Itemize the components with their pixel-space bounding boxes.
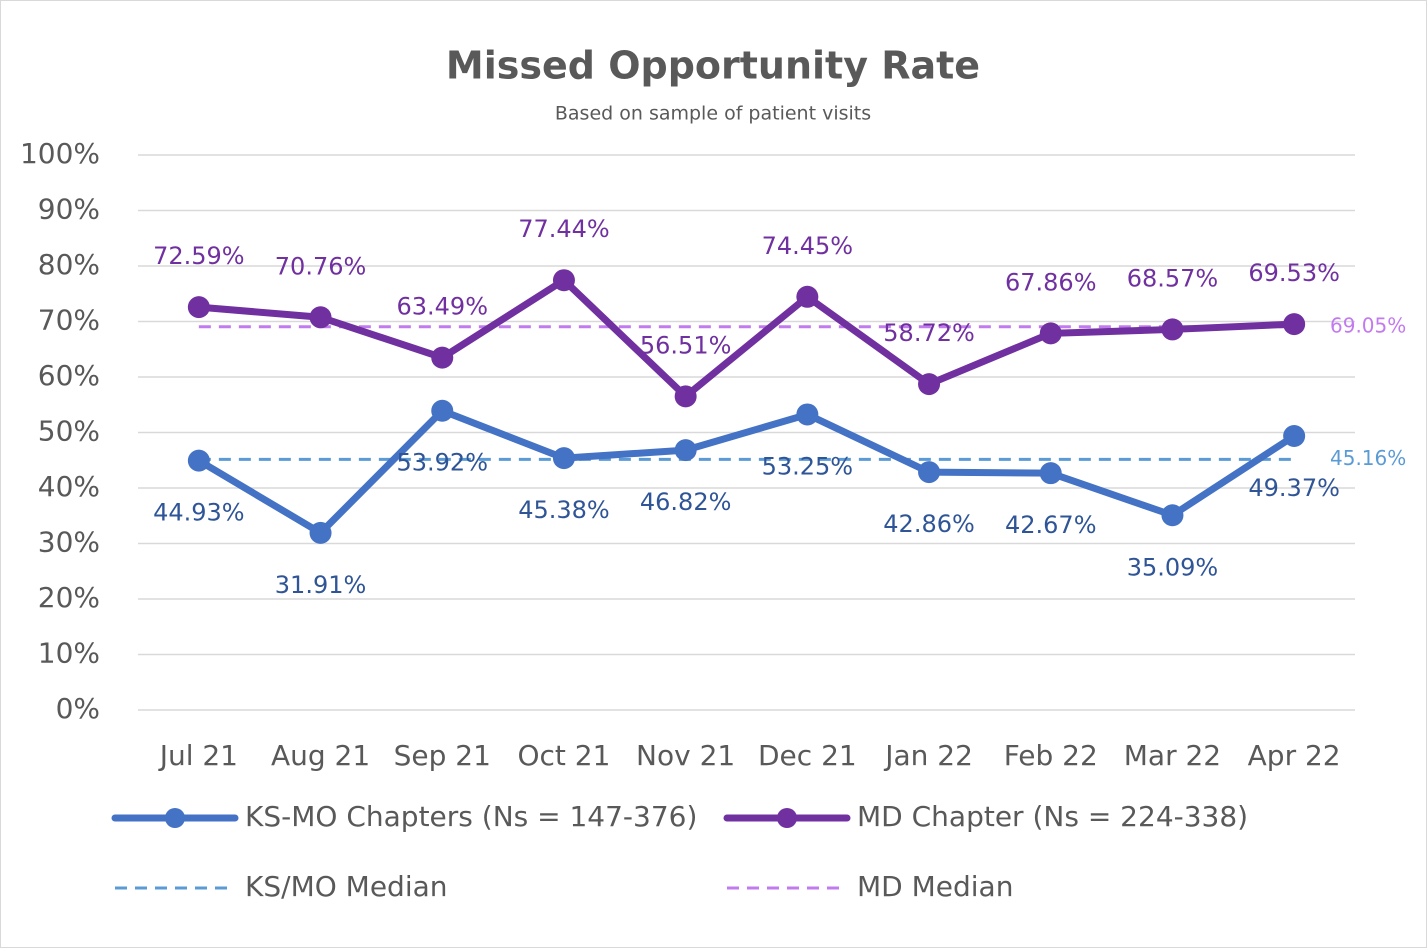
data-label: 53.25% — [762, 452, 854, 480]
y-tick-label: 10% — [38, 637, 100, 670]
data-point — [431, 399, 454, 422]
x-tick-label: Jul 21 — [158, 739, 238, 772]
legend-label: MD Median — [857, 870, 1013, 903]
y-tick-label: 80% — [38, 248, 100, 281]
data-label: 77.44% — [518, 215, 610, 243]
data-point — [674, 439, 697, 462]
data-point — [309, 306, 332, 329]
data-label: 46.82% — [640, 488, 732, 516]
data-label: 58.72% — [883, 319, 975, 347]
data-label: 53.92% — [396, 449, 488, 477]
legend-marker — [165, 808, 185, 828]
data-point — [1161, 504, 1184, 527]
chart-title: Missed Opportunity Rate — [446, 44, 980, 88]
x-tick-label: Oct 21 — [517, 739, 610, 772]
y-tick-label: 20% — [38, 581, 100, 614]
x-tick-label: Jan 22 — [883, 739, 973, 772]
data-label: 74.45% — [762, 232, 854, 260]
y-tick-label: 0% — [56, 692, 100, 725]
data-label: 67.86% — [1005, 268, 1097, 296]
data-label: 42.86% — [883, 510, 975, 538]
x-tick-label: Nov 21 — [636, 739, 735, 772]
data-label: 63.49% — [396, 293, 488, 321]
legend-label: MD Chapter (Ns = 224-338) — [857, 800, 1248, 833]
data-point — [431, 346, 454, 369]
data-point — [1283, 424, 1306, 447]
x-tick-label: Mar 22 — [1124, 739, 1221, 772]
data-point — [796, 285, 819, 308]
data-label: 72.59% — [153, 242, 245, 270]
series-line — [197, 407, 1297, 537]
data-point — [1039, 462, 1062, 485]
data-point — [1283, 313, 1306, 336]
data-label: 69.53% — [1248, 259, 1340, 287]
data-point — [796, 403, 819, 426]
data-point — [552, 447, 575, 470]
data-label: 49.37% — [1248, 474, 1340, 502]
legend-label: KS/MO Median — [245, 870, 448, 903]
series-line — [198, 276, 1295, 400]
data-point — [309, 521, 332, 544]
y-tick-label: 60% — [38, 359, 100, 392]
legend-marker — [777, 808, 797, 828]
x-tick-label: Feb 22 — [1004, 739, 1098, 772]
data-point — [187, 296, 210, 319]
median-label: 45.16% — [1330, 446, 1406, 470]
legend-label: KS-MO Chapters (Ns = 147-376) — [245, 800, 697, 833]
data-label: 31.91% — [275, 571, 367, 599]
y-tick-label: 90% — [38, 193, 100, 226]
y-tick-label: 50% — [38, 415, 100, 448]
data-point — [187, 449, 210, 472]
data-point — [918, 373, 941, 396]
x-tick-label: Dec 21 — [758, 739, 857, 772]
median-label: 69.05% — [1330, 313, 1406, 337]
y-tick-label: 100% — [20, 137, 100, 170]
data-label: 44.93% — [153, 499, 245, 527]
chart-subtitle: Based on sample of patient visits — [555, 103, 871, 125]
data-label: 68.57% — [1127, 264, 1219, 292]
data-label: 35.09% — [1127, 553, 1219, 581]
x-tick-label: Apr 22 — [1248, 739, 1341, 772]
data-point — [674, 385, 697, 408]
data-label: 56.51% — [640, 331, 732, 359]
x-tick-label: Aug 21 — [271, 739, 370, 772]
data-label: 42.67% — [1005, 511, 1097, 539]
data-label: 45.38% — [518, 496, 610, 524]
data-point — [1039, 322, 1062, 345]
y-tick-label: 40% — [38, 470, 100, 503]
data-label: 70.76% — [275, 252, 367, 280]
y-tick-label: 30% — [38, 526, 100, 559]
data-point — [1161, 318, 1184, 341]
data-point — [918, 461, 941, 484]
y-tick-label: 70% — [38, 304, 100, 337]
data-point — [552, 269, 575, 292]
x-tick-label: Sep 21 — [394, 739, 491, 772]
